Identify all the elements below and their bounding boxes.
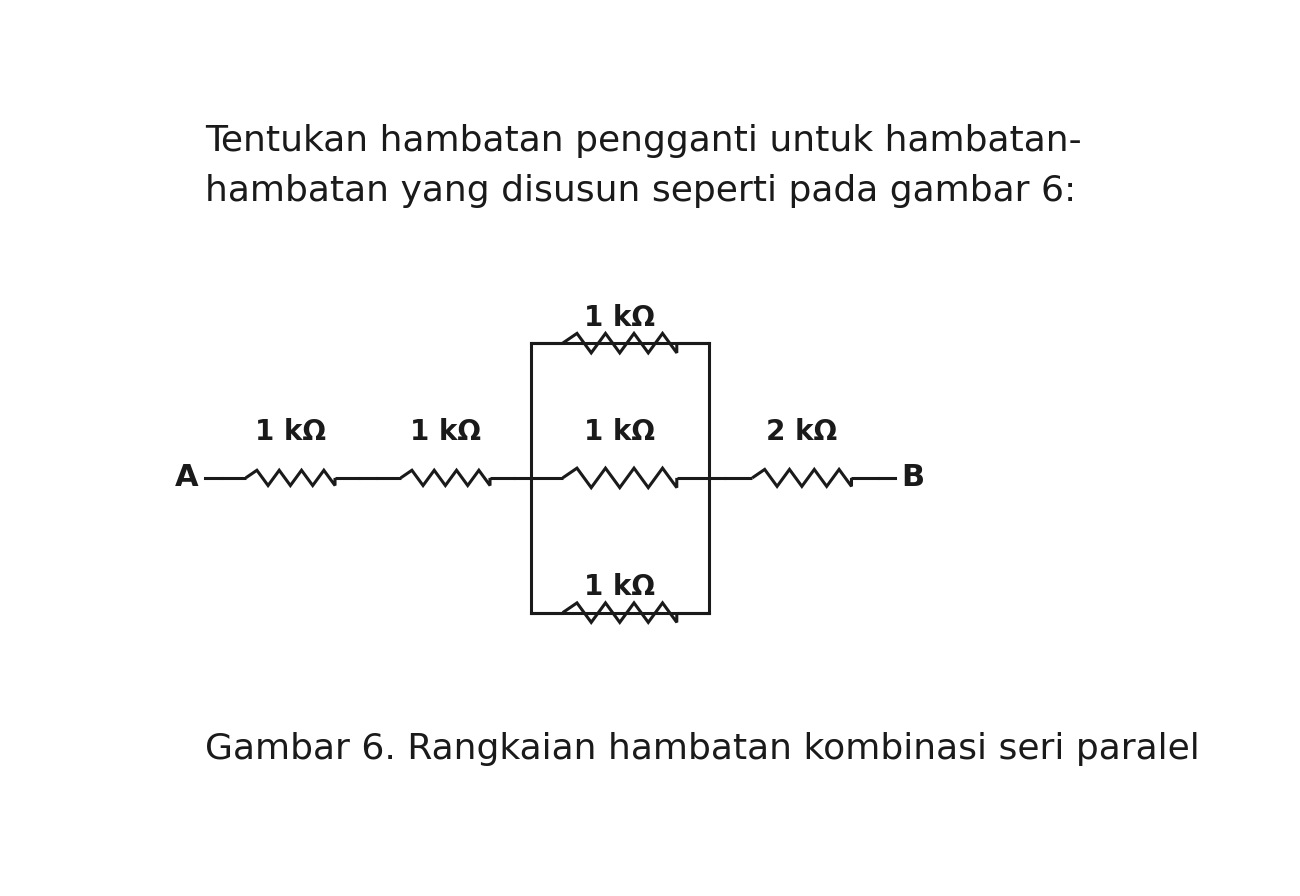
Text: 1 kΩ: 1 kΩ: [584, 418, 655, 445]
Text: 1 kΩ: 1 kΩ: [584, 573, 655, 601]
Text: Gambar 6. Rangkaian hambatan kombinasi seri paralel: Gambar 6. Rangkaian hambatan kombinasi s…: [205, 732, 1200, 766]
Text: Tentukan hambatan pengganti untuk hambatan-: Tentukan hambatan pengganti untuk hambat…: [205, 124, 1082, 158]
Text: 1 kΩ: 1 kΩ: [584, 304, 655, 332]
Text: A: A: [176, 463, 199, 493]
Text: 2 kΩ: 2 kΩ: [766, 418, 837, 445]
Text: hambatan yang disusun seperti pada gambar 6:: hambatan yang disusun seperti pada gamba…: [205, 174, 1076, 208]
Text: B: B: [901, 463, 924, 493]
Text: 1 kΩ: 1 kΩ: [410, 418, 481, 445]
Text: 1 kΩ: 1 kΩ: [255, 418, 326, 445]
